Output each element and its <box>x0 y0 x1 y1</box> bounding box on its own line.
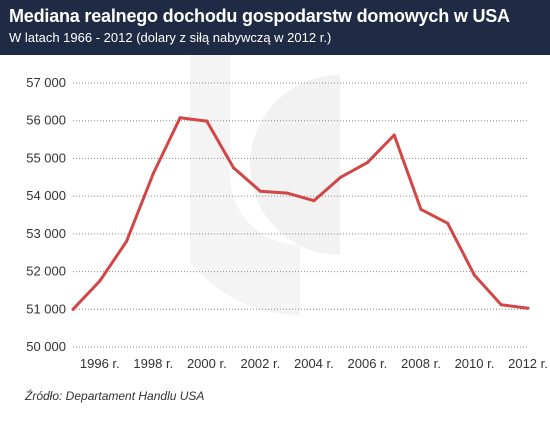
y-tick-label: 54 000 <box>26 188 66 203</box>
y-tick-label: 52 000 <box>26 264 66 279</box>
data-point <box>312 199 316 203</box>
data-point <box>392 133 396 137</box>
y-tick-label: 51 000 <box>26 301 66 316</box>
x-axis-ticks: 1996 r. 1998 r. 2000 r. 2002 r. 2004 r. 2006 … <box>80 356 548 371</box>
x-tick-label: 2000 r. <box>187 356 227 371</box>
source-note: Źródło: Departament Handlu USA <box>25 389 205 403</box>
chart-subtitle: W latach 1966 - 2012 (dolary z siłą naby… <box>9 30 332 45</box>
data-point <box>339 175 343 179</box>
data-point <box>258 189 262 193</box>
x-tick-label: 1996 r. <box>80 356 120 371</box>
y-tick-label: 56 000 <box>26 113 66 128</box>
chart-title: Mediana realnego dochodu gospodarstw dom… <box>9 6 510 26</box>
x-tick-label: 2004 r. <box>294 356 334 371</box>
data-point <box>205 119 209 123</box>
x-tick-label: 2008 r. <box>401 356 441 371</box>
data-point <box>71 307 75 311</box>
series-line <box>71 116 530 311</box>
data-point <box>151 172 155 176</box>
y-tick-label: 50 000 <box>26 339 66 354</box>
line-chart: 50 000 51 000 52 000 53 000 54 000 55 000 56 0… <box>26 75 548 371</box>
data-point <box>446 221 450 225</box>
x-tick-label: 2012 r. <box>508 356 548 371</box>
data-point <box>125 239 129 243</box>
data-point <box>419 207 423 211</box>
data-point <box>472 273 476 277</box>
data-point <box>499 303 503 307</box>
data-point <box>526 306 530 310</box>
y-tick-label: 53 000 <box>26 226 66 241</box>
x-tick-label: 1998 r. <box>133 356 173 371</box>
data-point <box>285 191 289 195</box>
data-point <box>178 116 182 120</box>
y-tick-label: 57 000 <box>26 75 66 90</box>
data-point <box>98 279 102 283</box>
y-axis-ticks: 50 000 51 000 52 000 53 000 54 000 55 000 56 0… <box>26 75 66 354</box>
x-tick-label: 2010 r. <box>455 356 495 371</box>
y-tick-label: 55 000 <box>26 150 66 165</box>
income-series <box>71 116 530 311</box>
data-point <box>365 161 369 165</box>
x-tick-label: 2002 r. <box>240 356 280 371</box>
grid-lines <box>73 82 528 348</box>
data-point <box>232 166 236 170</box>
chart-header: Mediana realnego dochodu gospodarstw dom… <box>0 0 550 55</box>
x-tick-label: 2006 r. <box>348 356 388 371</box>
